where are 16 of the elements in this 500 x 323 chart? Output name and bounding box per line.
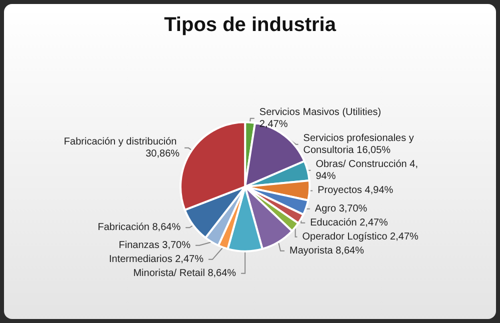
slice-label: Proyectos 4,94% — [318, 185, 394, 196]
slice-label: Servicios profesionales y Consultoria 16,05% — [303, 132, 417, 156]
slice-label: Obras/ Construcción 4,94% — [316, 158, 418, 182]
slice-label: Fabricación 8,64% — [98, 222, 181, 234]
data-label: 30,86% — [146, 148, 180, 160]
slice-label: Operador Logístico 2,47% — [302, 231, 419, 242]
slice-label: Servicios Masivos (Utilities) — [259, 106, 384, 118]
chart-title: Tipos de industria — [164, 14, 337, 36]
slice-label: Fabricación y distribución — [64, 136, 180, 148]
slice-label: Intermediarios 2,47% — [108, 254, 204, 265]
slice-label: Educación 2,47% — [310, 217, 388, 228]
slice-label: Minorista/ Retail 8,64% — [133, 268, 236, 279]
slice-label: Agro 3,70% — [314, 203, 368, 214]
data-label: 2,47% — [259, 118, 288, 130]
slice-label: Mayorista 8,64% — [289, 245, 364, 256]
slice-label: Finanzas 3,70% — [118, 240, 191, 251]
